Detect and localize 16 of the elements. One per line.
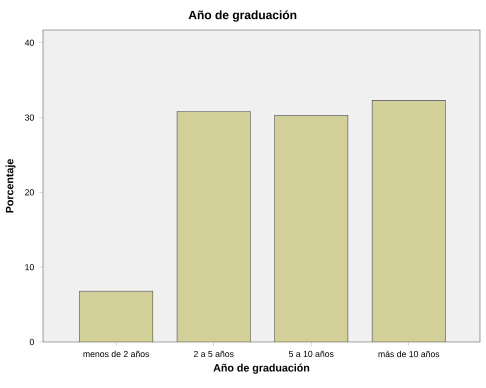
x-axis-title: Año de graduación xyxy=(213,364,310,374)
y-tick-label: 0 xyxy=(30,338,34,346)
y-tick-label: 10 xyxy=(25,264,34,270)
y-tick-label: 20 xyxy=(25,189,34,196)
bar xyxy=(274,115,348,342)
bar xyxy=(372,100,446,342)
x-tick-label: 5 a 10 años xyxy=(288,350,334,357)
x-tick-label: menos de 2 años xyxy=(83,350,150,358)
x-tick-label: más de 10 años xyxy=(378,350,440,358)
bar xyxy=(176,111,251,342)
y-axis-title: Porcentaje xyxy=(6,159,16,213)
y-tick-label: 30 xyxy=(24,114,34,121)
x-tick-label: 2 a 5 años xyxy=(194,350,234,357)
chart-title: Año de graduación xyxy=(188,10,296,22)
y-tick-label: 40 xyxy=(24,40,34,46)
bar xyxy=(79,291,153,342)
